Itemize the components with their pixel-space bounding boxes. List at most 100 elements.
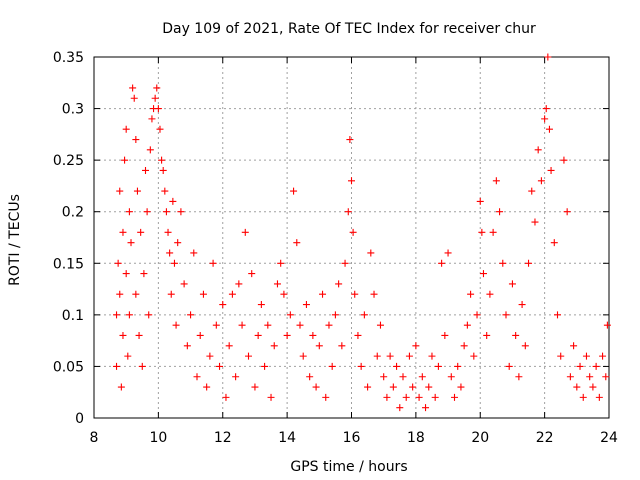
data-point	[122, 270, 130, 278]
data-point	[251, 383, 259, 391]
data-point	[541, 115, 549, 123]
data-point	[248, 270, 256, 278]
data-point	[293, 239, 301, 247]
data-point	[341, 259, 349, 267]
data-point	[130, 94, 138, 102]
data-point	[428, 352, 436, 360]
data-point	[209, 259, 217, 267]
data-points	[113, 53, 611, 412]
data-point	[158, 156, 166, 164]
data-point	[473, 311, 481, 319]
data-point	[238, 321, 246, 329]
data-point	[245, 352, 252, 360]
data-point	[199, 290, 207, 298]
data-point	[124, 352, 132, 360]
data-point	[573, 383, 581, 391]
data-point	[376, 321, 384, 329]
data-point	[383, 393, 391, 401]
data-point	[576, 362, 584, 370]
data-point	[579, 393, 587, 401]
x-axis-label: GPS time / hours	[290, 459, 407, 475]
data-point	[129, 84, 137, 92]
data-point	[348, 177, 355, 185]
data-point	[290, 187, 298, 195]
data-point	[116, 290, 124, 298]
data-point	[346, 136, 354, 144]
data-point	[479, 270, 487, 278]
data-point	[319, 290, 327, 298]
data-point	[434, 362, 442, 370]
y-tick-label: 0.35	[53, 50, 84, 66]
data-point	[425, 383, 433, 391]
data-point	[140, 270, 148, 278]
data-point	[393, 362, 401, 370]
y-tick-label: 0.05	[53, 359, 84, 375]
data-point	[187, 311, 195, 319]
data-point	[241, 228, 249, 236]
data-point	[431, 393, 439, 401]
data-point	[478, 228, 486, 236]
data-point	[125, 311, 133, 319]
grid	[94, 57, 609, 418]
data-point	[315, 342, 323, 350]
data-point	[177, 208, 185, 216]
data-point	[161, 187, 169, 195]
data-point	[496, 208, 504, 216]
data-point	[122, 125, 130, 133]
data-point	[174, 239, 182, 247]
data-point	[133, 187, 141, 195]
data-point	[167, 290, 175, 298]
y-tick-label: 0.25	[53, 153, 84, 169]
data-point	[138, 362, 146, 370]
data-point	[389, 383, 397, 391]
data-point	[137, 228, 145, 236]
data-point	[521, 342, 529, 350]
data-point	[135, 331, 143, 339]
data-point	[599, 352, 607, 360]
data-point	[360, 311, 368, 319]
data-point	[325, 321, 333, 329]
data-point	[544, 53, 552, 61]
data-point	[508, 280, 516, 288]
data-point	[169, 197, 177, 205]
data-point	[196, 331, 204, 339]
data-point	[460, 342, 468, 350]
data-point	[328, 362, 336, 370]
chart-title: Day 109 of 2021, Rate Of TEC Index for r…	[162, 21, 536, 37]
data-point	[119, 228, 127, 236]
data-point	[560, 156, 568, 164]
data-point	[512, 331, 520, 339]
data-point	[121, 156, 129, 164]
data-point	[125, 208, 133, 216]
data-point	[483, 331, 491, 339]
data-point	[172, 321, 180, 329]
data-point	[554, 311, 561, 319]
data-point	[113, 311, 121, 319]
data-point	[396, 404, 404, 412]
data-point	[270, 342, 278, 350]
data-point	[180, 280, 188, 288]
data-point	[582, 352, 590, 360]
data-point	[534, 146, 542, 154]
data-point	[380, 373, 388, 381]
data-point	[545, 125, 553, 133]
data-point	[280, 290, 288, 298]
data-point	[232, 373, 240, 381]
data-point	[206, 352, 214, 360]
data-point	[153, 84, 161, 92]
data-point	[183, 342, 191, 350]
data-point	[470, 352, 478, 360]
data-point	[357, 362, 365, 370]
data-point	[335, 280, 343, 288]
data-point	[563, 208, 571, 216]
data-point	[447, 373, 455, 381]
data-point	[349, 228, 357, 236]
data-point	[351, 290, 359, 298]
data-point	[257, 301, 265, 309]
data-point	[312, 383, 320, 391]
data-point	[467, 290, 475, 298]
data-point	[402, 393, 410, 401]
y-tick-label: 0.1	[62, 308, 84, 324]
data-point	[415, 393, 423, 401]
